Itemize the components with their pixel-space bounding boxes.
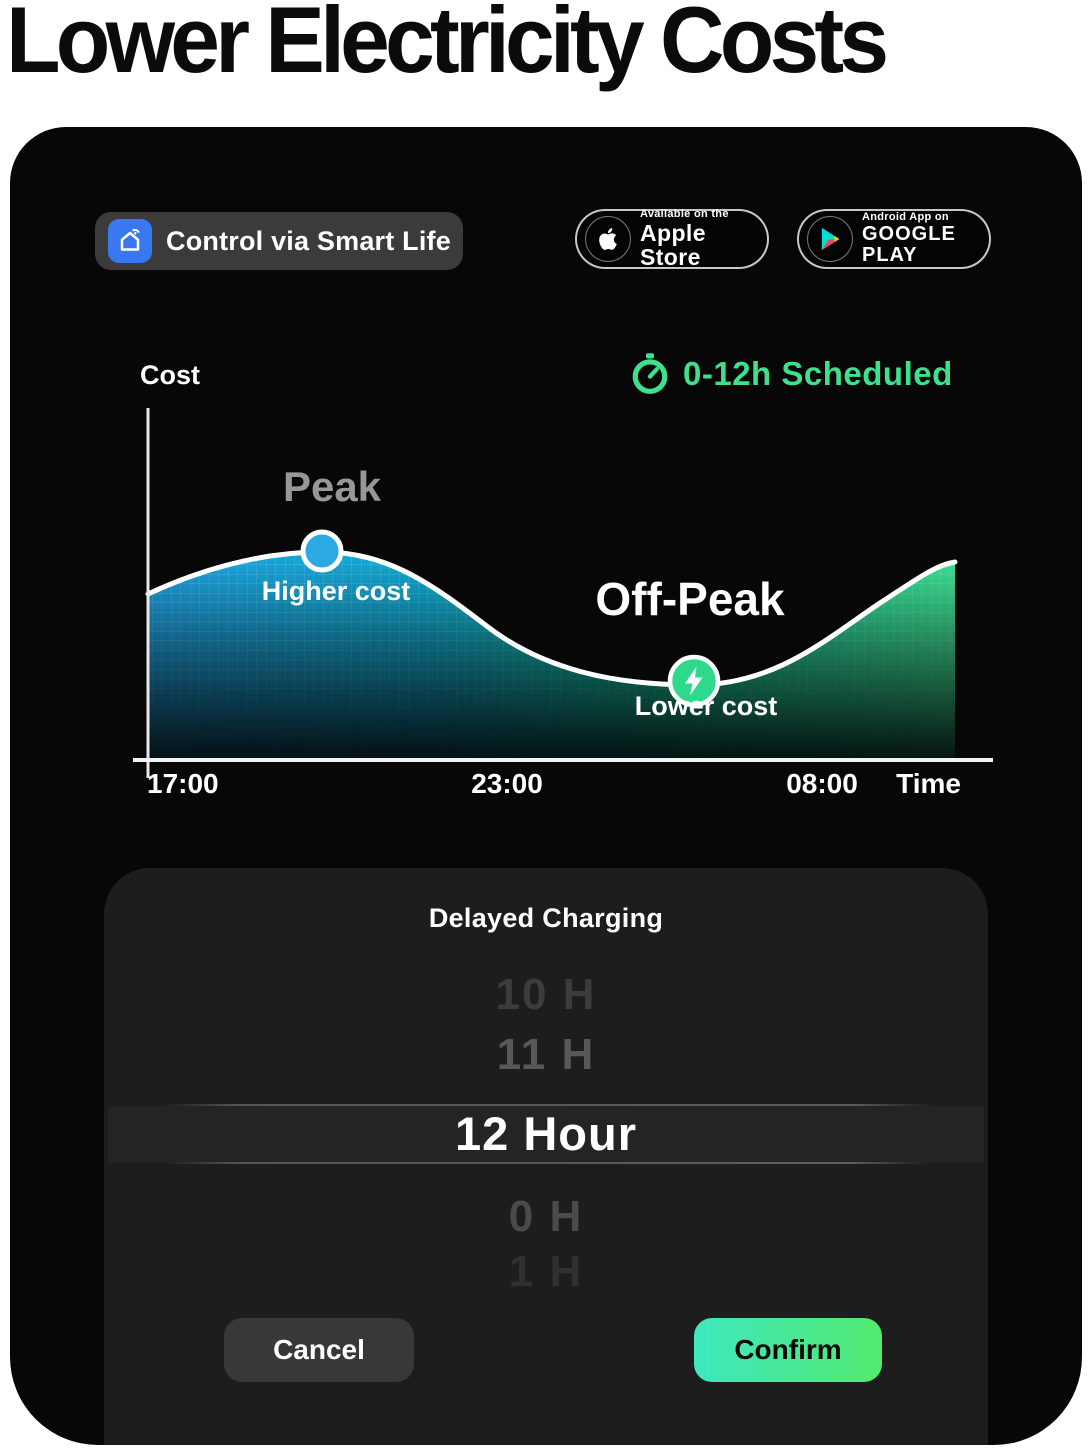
sheet-title: Delayed Charging <box>428 903 664 933</box>
apple-icon <box>585 216 631 262</box>
schedule-status: 0-12h Scheduled <box>630 352 953 395</box>
x-tick-2300: 23:00 <box>471 768 543 799</box>
google-badge-bottom-line: GOOGLE PLAY <box>862 222 956 266</box>
delayed-charging-sheet: Delayed Charging 10 H 11 H 12 Hour 0 H 1… <box>104 868 988 1445</box>
peak-marker <box>300 529 344 573</box>
apple-store-badge[interactable]: Available on the Apple Store <box>575 209 769 269</box>
x-tick-0800: 08:00 <box>786 768 858 799</box>
google-badge-text: Android App on GOOGLE PLAY <box>862 212 989 266</box>
picker-option-12h-selected[interactable]: 12 Hour <box>455 1107 637 1160</box>
cost-area-shade <box>148 552 955 758</box>
confirm-button[interactable]: Confirm <box>694 1318 882 1382</box>
google-play-icon <box>807 216 853 262</box>
picker-option-11h[interactable]: 11 H <box>496 1030 596 1079</box>
cancel-button[interactable]: Cancel <box>224 1318 414 1382</box>
x-axis <box>133 758 993 762</box>
picker-divider-bottom <box>162 1162 930 1164</box>
cost-curve <box>145 549 958 688</box>
google-badge-top-line: Android App on <box>862 211 949 224</box>
smart-life-home-icon <box>108 219 152 263</box>
apple-badge-top-line: Available on the <box>640 208 729 221</box>
bolt-icon <box>685 666 703 696</box>
google-play-badge[interactable]: Android App on GOOGLE PLAY <box>797 209 991 269</box>
offpeak-sublabel: Lower cost <box>634 691 778 721</box>
picker-divider-top <box>162 1104 930 1106</box>
peak-sublabel: Higher cost <box>261 576 411 606</box>
schedule-label: 0-12h Scheduled <box>683 354 953 392</box>
x-axis-label: Time <box>896 768 961 799</box>
smart-life-badge[interactable]: Control via Smart Life <box>95 212 463 270</box>
apple-badge-text: Available on the Apple Store <box>640 209 767 269</box>
page-title: Lower Electricity Costs <box>6 0 889 92</box>
cost-chart <box>133 408 993 778</box>
timer-icon <box>632 353 668 394</box>
x-tick-1700: 17:00 <box>147 768 219 799</box>
picker-option-0h[interactable]: 0 H <box>508 1192 584 1241</box>
picker-option-1h[interactable]: 1 H <box>508 1247 584 1296</box>
peak-label: Peak <box>282 463 382 510</box>
apple-badge-bottom-line: Apple Store <box>640 219 706 270</box>
offpeak-label: Off-Peak <box>595 573 785 625</box>
app-card: Control via Smart Life Available on the … <box>10 127 1082 1445</box>
picker-option-10h[interactable]: 10 H <box>495 970 597 1019</box>
y-axis <box>146 408 150 778</box>
smart-life-label: Control via Smart Life <box>166 225 451 256</box>
y-axis-label: Cost <box>140 360 200 390</box>
